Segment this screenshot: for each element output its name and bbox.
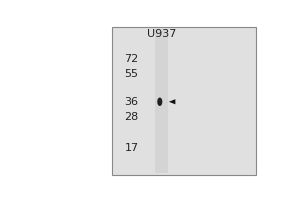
Text: 28: 28 <box>124 112 139 122</box>
Bar <box>112 27 256 175</box>
Bar <box>155 29 168 173</box>
Text: 36: 36 <box>124 97 139 107</box>
Text: 17: 17 <box>124 143 139 153</box>
Text: U937: U937 <box>147 29 177 39</box>
Ellipse shape <box>157 98 162 106</box>
Text: 55: 55 <box>124 69 139 79</box>
Polygon shape <box>169 99 175 104</box>
Text: 72: 72 <box>124 54 139 64</box>
